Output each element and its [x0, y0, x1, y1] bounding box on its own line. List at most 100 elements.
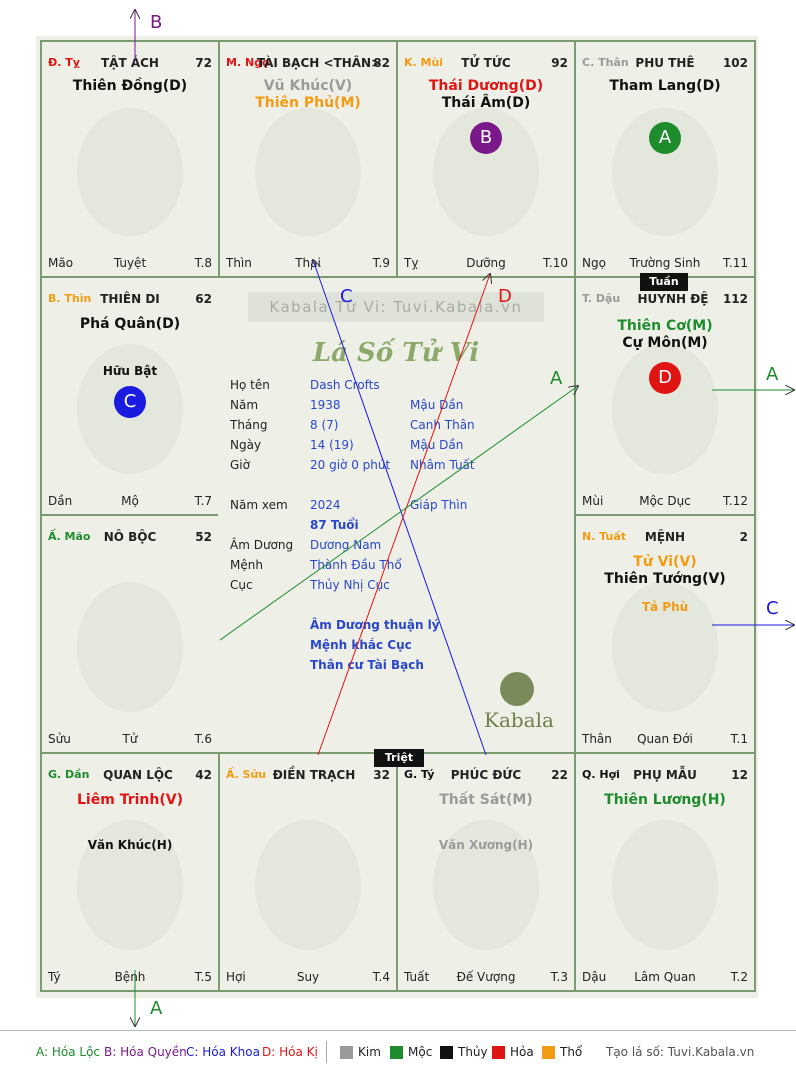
- major-star: Thái Dương(D): [428, 78, 544, 94]
- month-label: T.3: [550, 970, 568, 984]
- label-am-duong: Âm Dương: [230, 538, 294, 552]
- label-cuc: Cục: [230, 578, 253, 592]
- value-thang: 8 (7): [310, 418, 339, 432]
- palace-age: 2: [739, 530, 748, 544]
- major-star: Thiên Lương(H): [604, 792, 726, 808]
- label-b-top: B: [150, 12, 163, 33]
- label-a-bottom: A: [150, 998, 163, 1019]
- life-stage: Đế Vượng: [456, 970, 516, 984]
- value-nam-xem: 2024: [310, 498, 341, 512]
- palace-branch: G. Tý: [404, 768, 435, 781]
- label-a-inner: A: [550, 368, 563, 389]
- palace-phu-mau[interactable]: Q. Hợi PHỤ MẪU 12 Thiên Lương(H) Dậu Lâm…: [574, 752, 756, 992]
- month-label: T.6: [194, 732, 212, 746]
- label-c-inner: C: [340, 286, 353, 307]
- palace-branch: Q. Hợi: [582, 768, 620, 781]
- palace-age: 52: [195, 530, 212, 544]
- legend-thuy: Thủy: [458, 1045, 488, 1059]
- palace-name: PHU THÊ: [635, 56, 695, 70]
- center-info-panel: Kabala Tử Vi: Tuvi.Kabala.vn Lá Số Tử Vi…: [218, 278, 574, 752]
- major-star: Thiên Đồng(D): [72, 78, 188, 94]
- life-branch: Dần: [48, 494, 73, 508]
- life-stage: Tử: [122, 732, 138, 746]
- life-stage: Trường Sinh: [629, 256, 701, 270]
- palace-age: 92: [551, 56, 568, 70]
- month-label: T.12: [723, 494, 748, 508]
- palace-no-boc[interactable]: Ấ. Mão NÔ BỘC 52 Sửu Tử T.6: [40, 514, 220, 754]
- life-branch: Hợi: [226, 970, 246, 984]
- chart-logo-title: Lá Số Tử Vi: [312, 338, 480, 368]
- palace-name: TẬT ÁCH: [101, 56, 159, 70]
- rabbit-watermark: [77, 582, 183, 712]
- palace-age: 82: [373, 56, 390, 70]
- legend-hoa-khoa: C: Hóa Khoa: [186, 1045, 260, 1059]
- value-ho-ten: Dash Crofts: [310, 378, 380, 392]
- palace-branch: Ấ. Sửu: [226, 768, 267, 781]
- palace-age: 112: [722, 292, 748, 306]
- palace-age: 32: [373, 768, 390, 782]
- minor-star: Văn Xương(H): [438, 838, 534, 852]
- horse-watermark: [255, 107, 361, 237]
- legend-hoa: Hỏa: [510, 1045, 534, 1059]
- palace-phuc-duc[interactable]: G. Tý PHÚC ĐỨC 22 Thất Sát(M) Văn Xương(…: [396, 752, 576, 992]
- canchi-thang: Canh Thân: [410, 418, 475, 432]
- value-tuoi: 87 Tuổi: [310, 518, 359, 532]
- legend-divider: [326, 1041, 327, 1063]
- legend-site-link[interactable]: Tạo lá số: Tuvi.Kabala.vn: [606, 1045, 755, 1059]
- palace-age: 62: [195, 292, 212, 306]
- month-label: T.7: [194, 494, 212, 508]
- life-branch: Thìn: [226, 256, 252, 270]
- palace-branch: T. Dậu: [582, 292, 621, 305]
- major-star: Thiên Cơ(M): [617, 318, 713, 334]
- palace-branch: G. Dần: [48, 768, 90, 781]
- major-star: Tử Vi(V): [633, 554, 697, 570]
- minor-star: Hữu Bật: [102, 364, 158, 378]
- life-stage: Suy: [296, 970, 320, 984]
- major-star: Vũ Khúc(V): [263, 78, 353, 94]
- legend-moc: Mộc: [408, 1045, 433, 1059]
- note-menh-cuc: Mệnh khắc Cục: [310, 638, 412, 652]
- pig-watermark: [611, 820, 719, 950]
- canchi-ngay: Mậu Dần: [410, 438, 464, 452]
- tho-swatch: [542, 1046, 555, 1059]
- life-stage: Mộc Dục: [639, 494, 691, 508]
- palace-age: 22: [551, 768, 568, 782]
- palace-huynh-de[interactable]: T. Dậu HUYNH ĐỆ 112 Thiên Cơ(M) Cự Môn(M…: [574, 276, 756, 516]
- label-ngay: Ngày: [230, 438, 262, 452]
- palace-menh[interactable]: N. Tuất MỆNH 2 Tử Vi(V) Thiên Tướng(V) T…: [574, 514, 756, 754]
- tiger-watermark: [77, 820, 183, 950]
- kabala-logo-text: Kabala: [484, 708, 554, 732]
- kim-swatch: [340, 1046, 353, 1059]
- palace-tai-bach[interactable]: M. Ngọ TÀI BẠCH <THÂN> 82 Vũ Khúc(V) Thi…: [218, 40, 398, 278]
- label-c-right: C: [766, 598, 779, 619]
- palace-phu-the[interactable]: C. Thân PHU THÊ 102 Tham Lang(D) A Ngọ T…: [574, 40, 756, 278]
- month-label: T.9: [372, 256, 390, 270]
- value-ngay: 14 (19): [310, 438, 354, 452]
- life-branch: Tý: [48, 970, 61, 984]
- palace-tat-ach[interactable]: Đ. Tỵ TẬT ÁCH 72 Thiên Đồng(D) Mão Tuyệt…: [40, 40, 220, 278]
- palace-name: TÀI BẠCH <THÂN>: [256, 56, 382, 70]
- major-star: Thái Âm(D): [441, 95, 531, 111]
- value-nam: 1938: [310, 398, 341, 412]
- label-gio: Giờ: [230, 458, 250, 472]
- rat-watermark: [433, 820, 539, 950]
- snake-watermark: [77, 107, 183, 237]
- minor-star: Tả Phù: [641, 600, 689, 614]
- palace-quan-loc[interactable]: G. Dần QUAN LỘC 42 Liêm Trinh(V) Văn Khú…: [40, 752, 220, 992]
- hoa-swatch: [492, 1046, 505, 1059]
- palace-dien-trach[interactable]: Ấ. Sửu ĐIỀN TRẠCH 32 Hợi Suy T.4: [218, 752, 398, 992]
- ox-watermark: [255, 820, 361, 950]
- life-branch: Sửu: [48, 732, 71, 746]
- month-label: T.8: [194, 256, 212, 270]
- palace-thien-di[interactable]: B. Thìn THIÊN DI 62 Phá Quân(D) Hữu Bật …: [40, 276, 220, 516]
- palace-tu-tuc[interactable]: K. Mùi TỬ TỨC 92 Thái Dương(D) Thái Âm(D…: [396, 40, 576, 278]
- major-star: Liêm Trinh(V): [77, 792, 183, 808]
- hoa-quyen-badge: B: [470, 122, 502, 154]
- value-am-duong: Dương Nam: [310, 538, 382, 552]
- legend-bar: A: Hóa Lộc B: Hóa Quyền C: Hóa Khoa D: H…: [0, 1030, 796, 1071]
- palace-name: THIÊN DI: [100, 292, 160, 306]
- hoa-khoa-badge: C: [114, 386, 146, 418]
- moc-swatch: [390, 1046, 403, 1059]
- major-star: Thất Sát(M): [439, 792, 533, 808]
- label-thang: Tháng: [230, 418, 268, 432]
